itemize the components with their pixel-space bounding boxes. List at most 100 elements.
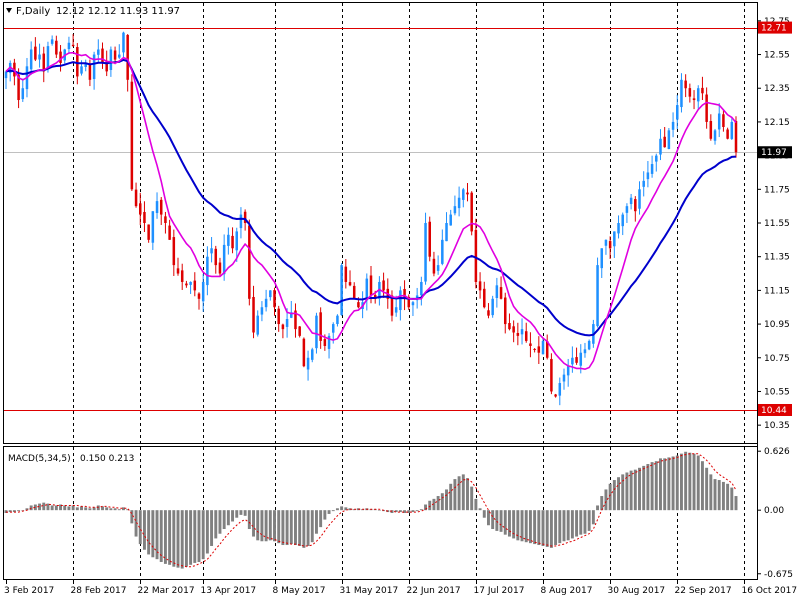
candle-body [436,265,440,271]
macd-bar [147,510,151,555]
candle-body [105,61,108,72]
candle-body [38,54,41,60]
macd-bar [71,505,75,511]
candle-body [352,285,356,299]
macd-bar [239,510,243,515]
candle-body [390,295,394,316]
candle-body [499,287,503,299]
macd-bar [314,510,318,534]
candle-body [76,47,79,77]
macd-bar [260,510,264,542]
macd-bar [210,510,214,546]
candle-body [684,80,687,89]
macd-bar [231,510,235,522]
candle-body [109,49,113,70]
candle-body [407,296,411,308]
candle-body [634,199,637,212]
price-axis: 12.7512.5512.3512.1511.9511.7511.5511.35… [757,17,790,431]
candle-body [600,248,604,269]
macd-bar [679,453,683,511]
macd-bar [344,507,348,511]
candle-body [663,136,666,148]
candlesticks [4,31,738,406]
x-tick-label: 22 Jun 2017 [407,586,461,596]
macd-bar [8,510,12,513]
x-tick-label: 17 Jul 2017 [474,586,525,596]
candle-body [126,34,129,80]
candle-body [625,206,629,213]
candle-body [147,224,150,240]
macd-bar [600,496,604,511]
macd-bar [197,510,201,562]
candle-body [290,312,293,318]
macd-bar [495,510,499,531]
macd-bar [256,510,260,541]
candle-body [176,268,180,274]
macd-bar [331,510,335,512]
candle-body [365,278,369,301]
macd-bar [122,507,125,511]
macd-bar [294,510,297,546]
macd-bar [482,510,486,518]
candle-body [67,42,71,50]
macd-bar [176,510,180,568]
macd-bar [117,509,121,511]
macd-bar [247,510,251,530]
macd-bar [63,505,67,511]
time-axis: 3 Feb 2017 28 Feb 2017 22 Mar 2017 13 Apr 2… [4,580,797,596]
macd-bar [696,455,700,511]
macd-bar [457,476,461,511]
candle-body [579,352,583,366]
level-price-tag-text: 12.71 [761,24,787,34]
candle-body [84,62,87,67]
macd-bar [432,498,436,511]
candle-body [206,256,209,286]
macd-bar [302,510,306,548]
candle-body [252,296,255,333]
macd-bar [189,510,193,565]
candle-body [717,113,721,130]
macd-bar [570,510,574,539]
macd-bar [533,510,537,545]
macd-bar [193,510,197,563]
candle-body [667,130,671,149]
candle-body [701,87,704,94]
candle-body [424,223,427,282]
candle-body [34,46,37,60]
macd-bar [419,509,423,511]
macd-bar [663,458,667,511]
candle-body [537,346,541,353]
candle-body [629,197,633,205]
candle-body [734,121,738,153]
y-tick-label: 10.75 [764,354,790,364]
triangle-down-icon[interactable] [6,8,12,13]
candle-body [55,40,58,55]
candle-body [302,338,306,367]
candle-body [671,121,675,130]
candle-body [642,180,645,187]
candle-body [445,223,448,242]
macd-bar [172,510,176,567]
symbol-label[interactable]: F,Daily [16,6,50,17]
macd-bar [604,489,608,511]
candle-body [311,349,314,360]
macd-bar [700,461,704,511]
macd-bar [184,510,188,567]
candle-body [474,229,478,282]
macd-bar [226,510,230,526]
candle-body [696,88,700,102]
macd-bar [398,510,402,513]
macd-bar [407,510,411,513]
candle-body [562,374,566,382]
macd-bar [411,510,415,513]
candle-body [676,105,679,120]
macd-bar [667,457,671,511]
macd-bar [470,486,474,511]
macd-bar [205,510,209,554]
candle-body [617,223,620,234]
macd-bar [180,510,184,569]
macd-bar [67,506,71,511]
macd-bar [33,504,37,511]
candle-body [726,129,729,139]
